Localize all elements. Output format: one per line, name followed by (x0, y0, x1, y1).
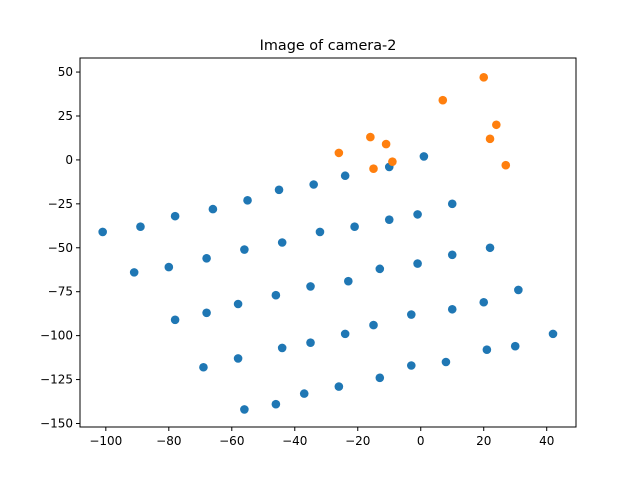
scatter-point-s0-28 (447, 250, 457, 260)
y-tick-label: −75 (48, 285, 73, 299)
scatter-point-s1-4 (388, 157, 397, 166)
scatter-point-s0-30 (199, 362, 208, 372)
scatter-point-s0-22 (233, 299, 243, 309)
y-tick-label: 0 (65, 153, 73, 167)
scatter-point-s0-4 (243, 196, 252, 205)
chart-title: Image of camera-2 (260, 38, 397, 54)
y-tick-label: −150 (40, 416, 73, 430)
scatter-point-s0-20 (170, 315, 180, 325)
scatter-point-s0-45 (407, 361, 416, 370)
scatter-point-s0-34 (340, 329, 350, 339)
scatter-point-s0-25 (344, 276, 353, 286)
scatter-point-s0-44 (375, 373, 385, 383)
scatter-point-s1-7 (485, 134, 495, 144)
scatter-point-s0-32 (277, 343, 287, 353)
scatter-point-s0-35 (369, 320, 378, 330)
scatter-point-s1-0 (334, 148, 344, 158)
scatter-point-s0-12 (202, 254, 211, 263)
y-tick-label: −50 (48, 241, 73, 255)
scatter-point-s0-23 (271, 290, 281, 300)
x-tick-label: −20 (345, 434, 370, 448)
y-tick-label: −125 (40, 373, 73, 387)
scatter-point-s0-16 (350, 222, 359, 231)
scatter-point-s0-41 (271, 399, 281, 409)
scatter-point-s0-26 (375, 264, 385, 274)
scatter-point-s1-2 (366, 132, 375, 142)
y-tick-label: −25 (48, 197, 73, 211)
scatter-point-s0-10 (129, 268, 139, 277)
x-tick-label: −100 (89, 434, 122, 448)
scatter-point-s0-40 (240, 405, 249, 414)
scatter-point-s0-5 (274, 185, 284, 195)
scatter-point-s0-2 (170, 211, 180, 221)
scatter-point-s0-37 (447, 304, 457, 314)
scatter-point-s0-46 (441, 357, 451, 367)
scatter-point-s0-15 (315, 227, 325, 237)
x-tick-label: −60 (219, 434, 244, 448)
scatter-point-s0-24 (306, 282, 315, 291)
scatter-point-s0-9 (419, 152, 429, 161)
scatter-point-s1-3 (381, 139, 391, 149)
x-tick-label: 20 (476, 434, 491, 448)
y-tick-label: 25 (58, 109, 73, 123)
scatter-point-s0-39 (514, 285, 523, 295)
scatter-point-s0-7 (340, 171, 350, 181)
scatter-point-s0-17 (384, 215, 394, 224)
scatter-point-s0-49 (548, 329, 558, 339)
scatter-point-s0-6 (309, 180, 318, 189)
x-axis-ticks: −100 −80 −60 −40 −20 0 20 40 (89, 427, 554, 448)
scatter-point-s0-11 (164, 262, 174, 272)
y-axis-ticks: −150 −125 −100 −75 −50 −25 0 25 50 (40, 65, 80, 430)
scatter-point-s0-31 (233, 354, 243, 363)
scatter-point-s0-43 (334, 382, 344, 391)
scatter-point-s1-8 (492, 120, 501, 130)
scatter-point-s1-9 (501, 160, 511, 170)
scatter-point-s1-6 (479, 73, 489, 82)
x-tick-label: 0 (417, 434, 425, 448)
scatter-point-s0-29 (485, 243, 495, 253)
scatter-point-s1-1 (369, 164, 378, 173)
scatter-point-s0-33 (306, 338, 315, 347)
scatter-point-s0-19 (447, 199, 457, 209)
scatter-point-s0-38 (479, 297, 489, 307)
x-tick-label: −80 (156, 434, 181, 448)
y-tick-label: 50 (58, 65, 73, 79)
scatter-point-s0-27 (413, 259, 422, 268)
scatter-point-s0-48 (510, 341, 520, 351)
scatter-point-s0-21 (202, 308, 211, 318)
scatter-point-s0-1 (136, 222, 145, 231)
scatter-point-s1-5 (438, 95, 448, 105)
scatter-point-s0-14 (277, 238, 287, 247)
x-tick-label: 40 (539, 434, 554, 448)
scatter-point-s0-36 (407, 310, 416, 319)
x-tick-label: −40 (282, 434, 307, 448)
scatter-point-s0-13 (240, 245, 249, 254)
y-tick-label: −100 (40, 329, 73, 343)
scatter-point-s0-0 (98, 227, 107, 237)
scatter-point-s0-47 (482, 345, 492, 354)
scatter-points (98, 73, 558, 414)
scatter-point-s0-18 (413, 210, 422, 219)
plot-frame (79, 57, 577, 428)
scatter-point-s0-42 (299, 389, 309, 398)
scatter-point-s0-3 (208, 204, 218, 214)
